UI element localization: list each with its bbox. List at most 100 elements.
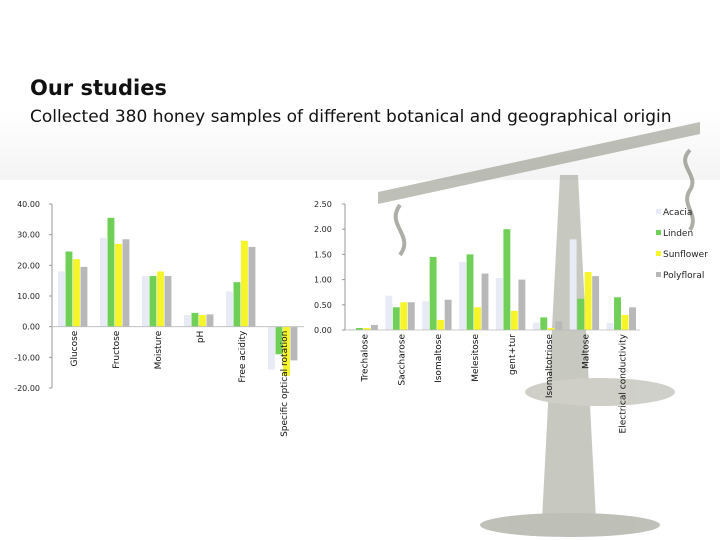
y-tick-label: 0.00 <box>314 326 332 335</box>
legend-label-polyfloral: Polyfloral <box>663 271 704 281</box>
scale-beam <box>378 122 700 204</box>
scale-post <box>542 175 596 520</box>
category-label: Isomaltotriose <box>545 334 555 399</box>
bar-acacia-melesitose <box>459 261 466 330</box>
bar-linden-free-acidity <box>233 282 241 327</box>
category-label: Trechalose <box>360 334 370 383</box>
bar-sunflower-saccharose <box>400 302 408 330</box>
chart-left-sugars-physicochemical: 40.00 30.00 20.00 10.00 0.00 -10.00 -20.00 Gluc… <box>14 200 304 437</box>
bar-polyfloral-saccharose <box>407 302 415 330</box>
bar-sunflower-electrical-conductivity <box>621 314 629 330</box>
y-tick-label: 1.50 <box>314 250 332 259</box>
y-tick-label: -20.00 <box>14 384 40 393</box>
bar-linden-isomaltose <box>429 256 437 330</box>
bar-linden-glucose <box>65 251 73 327</box>
category-label: Specific optical rotation <box>280 331 290 437</box>
bar-polyfloral-isomaltotriose <box>555 321 563 330</box>
scale-pan-right <box>525 378 675 406</box>
y-tick-label: -10.00 <box>14 353 40 362</box>
bar-linden-isomaltotriose <box>540 317 548 330</box>
category-label: Fructose <box>112 330 122 369</box>
balance-scale-illustration <box>378 122 700 537</box>
bar-linden-melesitose <box>466 254 474 330</box>
bar-acacia-isomaltose <box>422 301 430 330</box>
page-subtitle: Collected 380 honey samples of different… <box>30 107 672 127</box>
bar-linden-maltose <box>577 298 585 330</box>
legend-label-sunflower: Sunflower <box>663 250 708 260</box>
category-label: Melesitose <box>471 334 481 382</box>
bar-acacia-moisture <box>142 276 149 327</box>
bar-polyfloral-glucose <box>80 266 88 327</box>
category-label: pH <box>196 331 206 343</box>
category-label: gent+tur <box>508 334 518 375</box>
bar-acacia-trechalose <box>348 328 356 330</box>
bar-linden-electrical-conductivity <box>614 297 621 330</box>
page-title: Our studies <box>30 76 167 100</box>
category-label: Electrical conductivity <box>619 333 629 433</box>
y-tick-label: 0.00 <box>22 323 40 332</box>
bar-polyfloral-specific-optical-rotation <box>290 326 298 361</box>
category-label: Saccharose <box>397 334 407 386</box>
bar-acacia-saccharose <box>385 295 393 330</box>
bar-sunflower-ph <box>199 315 206 327</box>
legend-swatch-linden <box>656 230 661 235</box>
y-tick-label: 0.50 <box>314 301 332 310</box>
legend-swatch-polyfloral <box>656 272 661 277</box>
bar-linden-moisture <box>149 276 157 327</box>
y-tick-label: 30.00 <box>17 231 40 240</box>
bar-polyfloral-gent-tur <box>518 279 526 330</box>
bar-linden-gent-tur <box>503 229 511 330</box>
bar-linden-fructose <box>107 217 115 327</box>
category-label: Maltose <box>582 334 592 370</box>
bar-linden-saccharose <box>392 307 400 330</box>
bar-linden-specific-optical-rotation <box>275 326 283 355</box>
bar-linden-trechalose <box>355 327 363 330</box>
bar-polyfloral-electrical-conductivity <box>629 307 636 330</box>
category-label: Glucose <box>70 330 80 366</box>
category-label: Moisture <box>154 330 164 369</box>
y-tick-label: 20.00 <box>17 261 40 270</box>
y-tick-label: 40.00 <box>17 200 40 209</box>
bar-acacia-electrical-conductivity <box>606 322 614 330</box>
bar-polyfloral-moisture <box>164 276 172 327</box>
category-label: Isomaltose <box>434 334 444 383</box>
y-tick-label: 2.50 <box>314 200 332 209</box>
bar-sunflower-trechalose <box>363 327 371 330</box>
bar-polyfloral-isomaltose <box>444 299 452 330</box>
bar-polyfloral-maltose <box>592 276 600 330</box>
bar-acacia-fructose <box>100 237 107 327</box>
scale-chain-left <box>393 203 407 257</box>
bar-sunflower-moisture <box>157 271 164 327</box>
bar-acacia-maltose <box>569 239 577 330</box>
y-tick-label: 2.00 <box>314 225 332 234</box>
legend-swatch-acacia <box>656 209 661 214</box>
bar-acacia-isomaltotriose <box>532 322 540 330</box>
bar-sunflower-maltose <box>584 272 592 330</box>
bar-polyfloral-free-acidity <box>248 246 256 327</box>
scale-base <box>480 513 660 537</box>
legend-label-linden: Linden <box>663 229 693 239</box>
legend-label-acacia: Acacia <box>663 208 692 218</box>
bar-acacia-gent-tur <box>495 278 503 330</box>
bar-acacia-specific-optical-rotation <box>268 326 275 370</box>
category-label: Free acidity <box>238 330 248 383</box>
bar-sunflower-gent-tur <box>510 310 518 330</box>
scale-chain-top <box>683 148 695 232</box>
bar-linden-ph <box>191 312 199 327</box>
bar-polyfloral-trechalose <box>370 324 378 330</box>
y-tick-label: 1.00 <box>314 276 332 285</box>
bar-sunflower-glucose <box>73 259 80 327</box>
bar-sunflower-specific-optical-rotation <box>283 326 290 376</box>
bar-sunflower-melesitose <box>474 307 481 330</box>
bar-acacia-free-acidity <box>226 291 233 327</box>
bar-sunflower-isomaltose <box>437 319 445 330</box>
bar-polyfloral-fructose <box>122 239 130 327</box>
bar-polyfloral-ph <box>206 314 214 327</box>
chart-legend: Acacia Linden Sunflower Polyfloral <box>656 208 708 281</box>
bar-sunflower-fructose <box>115 243 122 327</box>
bar-acacia-ph <box>184 315 191 327</box>
bar-acacia-glucose <box>58 271 65 327</box>
bar-polyfloral-melesitose <box>481 273 489 330</box>
bar-sunflower-isomaltotriose <box>547 327 555 330</box>
